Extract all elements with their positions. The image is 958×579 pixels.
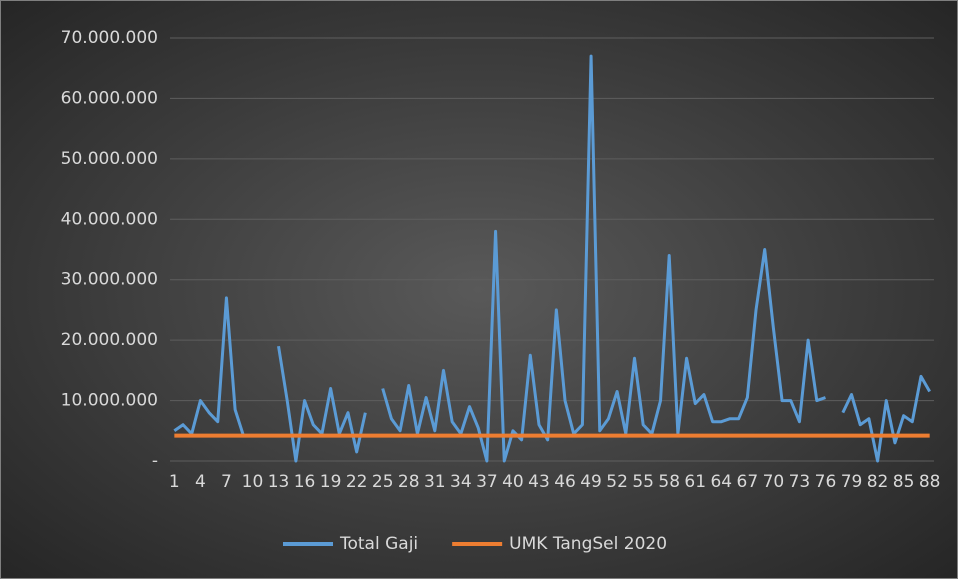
x-tick-label: 67 [737, 472, 759, 492]
x-tick-label: 88 [919, 472, 941, 492]
x-tick-label: 49 [580, 472, 602, 492]
x-tick-label: 31 [424, 472, 446, 492]
x-tick-label: 37 [476, 472, 498, 492]
x-tick-label: 34 [450, 472, 472, 492]
x-tick-label: 16 [294, 472, 316, 492]
x-tick-label: 64 [710, 472, 732, 492]
y-tick-label: 50.000.000 [61, 149, 158, 169]
x-tick-label: 79 [841, 472, 863, 492]
x-tick-label: 43 [528, 472, 550, 492]
x-tick-label: 7 [221, 472, 232, 492]
x-tick-label: 58 [658, 472, 680, 492]
x-tick-label: 4 [195, 472, 206, 492]
x-tick-label: 70 [763, 472, 785, 492]
y-tick-label: 20.000.000 [61, 330, 158, 350]
x-tick-label: 46 [554, 472, 576, 492]
x-tick-label: 19 [320, 472, 342, 492]
y-tick-label: 60.000.000 [61, 88, 158, 108]
x-tick-label: 25 [372, 472, 394, 492]
legend-label: UMK TangSel 2020 [509, 534, 667, 554]
x-tick-label: 73 [789, 472, 811, 492]
x-tick-label: 1 [169, 472, 180, 492]
y-tick-label: 40.000.000 [61, 209, 158, 229]
x-tick-label: 13 [268, 472, 290, 492]
x-tick-label: 22 [346, 472, 368, 492]
legend-label: Total Gaji [339, 534, 418, 554]
y-tick-label: 30.000.000 [61, 270, 158, 290]
x-tick-label: 10 [242, 472, 264, 492]
x-tick-label: 52 [606, 472, 628, 492]
x-tick-label: 40 [502, 472, 524, 492]
x-tick-label: 55 [632, 472, 654, 492]
x-tick-label: 61 [684, 472, 706, 492]
y-tick-label: 70.000.000 [61, 28, 158, 48]
x-tick-label: 28 [398, 472, 420, 492]
x-tick-label: 82 [867, 472, 889, 492]
y-tick-label: 10.000.000 [61, 391, 158, 411]
x-tick-label: 85 [893, 472, 915, 492]
x-tick-label: 76 [815, 472, 837, 492]
y-tick-label: - [152, 451, 158, 471]
